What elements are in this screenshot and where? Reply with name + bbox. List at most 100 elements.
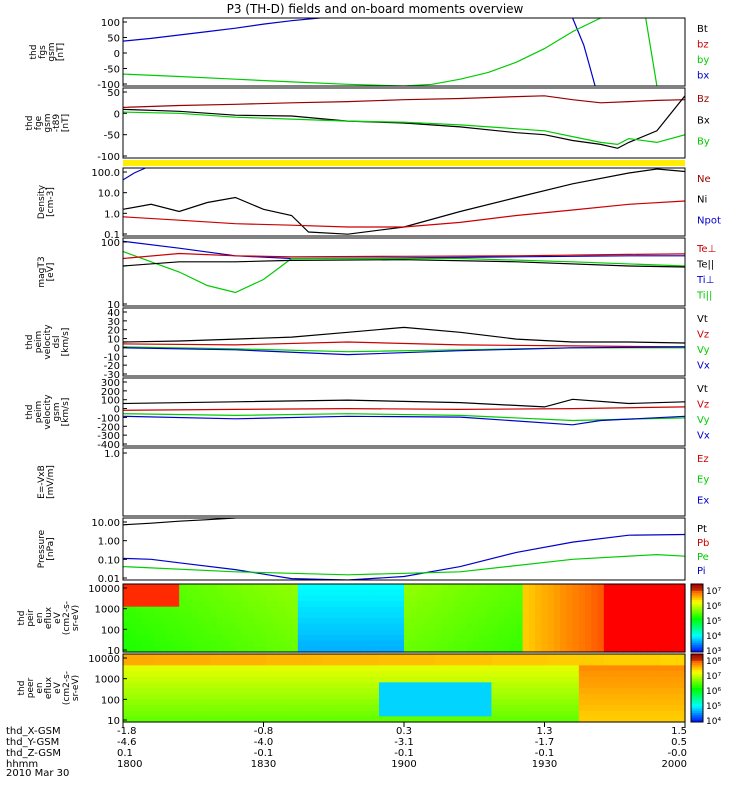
- spectrogram-cell: [560, 640, 567, 647]
- spectrogram-cell: [547, 618, 555, 625]
- spectrogram-cell: [204, 699, 212, 706]
- spectrogram-cell: [541, 716, 549, 723]
- spectrogram-cell: [522, 665, 530, 672]
- spectrogram-cell: [560, 688, 567, 695]
- spectrogram-cell: [379, 659, 386, 666]
- spectrogram-cell: [641, 595, 649, 602]
- spectrogram-cell: [591, 623, 599, 630]
- spectrogram-cell: [660, 595, 667, 602]
- spectrogram-cell: [503, 705, 511, 712]
- y-tick-label: 40: [107, 308, 120, 319]
- spectrogram-cell: [535, 595, 542, 602]
- spectrogram-cell: [553, 640, 561, 647]
- spectrogram-cell: [266, 716, 274, 723]
- y-tick-label: 1000: [95, 675, 120, 686]
- spectrogram-cell: [185, 682, 193, 689]
- spectrogram-cell: [616, 635, 624, 642]
- spectrogram-cell: [291, 606, 299, 613]
- spectrogram-cell: [410, 606, 418, 613]
- spectrogram-cell: [191, 665, 199, 672]
- spectrogram-cell: [254, 584, 261, 591]
- spectrogram-cell: [366, 584, 374, 591]
- spectrogram-cell: [447, 682, 455, 689]
- y-axis-label: sr-eV): [71, 675, 81, 701]
- spectrogram-cell: [422, 665, 430, 672]
- spectrogram-cell: [603, 601, 611, 608]
- spectrogram-cell: [385, 618, 393, 625]
- spectrogram-cell: [503, 665, 511, 672]
- spectrogram-cell: [172, 676, 180, 683]
- spectrogram-cell: [441, 676, 449, 683]
- spectrogram-cell: [123, 623, 130, 630]
- spectrogram-cell: [141, 595, 149, 602]
- spectrogram-cell: [553, 688, 561, 695]
- spectrogram-cell: [166, 710, 174, 717]
- spectrogram-cell: [478, 688, 486, 695]
- spectrogram-cell: [603, 584, 611, 591]
- spectrogram-cell: [379, 629, 386, 636]
- spectrogram-cell: [647, 665, 655, 672]
- spectrogram-cell: [585, 623, 592, 630]
- spectrogram-cell: [229, 635, 236, 642]
- spectrogram-cell: [135, 705, 143, 712]
- spectrogram-cell: [497, 688, 505, 695]
- spectrogram-cell: [147, 676, 155, 683]
- legend-label: Vz: [697, 400, 709, 411]
- spectrogram-cell: [366, 654, 374, 661]
- spectrogram-cell: [660, 646, 667, 653]
- spectrogram-cell: [210, 595, 218, 602]
- spectrogram-cell: [447, 606, 455, 613]
- spectrogram-cell: [235, 601, 243, 608]
- spectrogram-cell: [453, 671, 461, 678]
- spectrogram-cell: [160, 629, 168, 636]
- colorbar-cell: [691, 624, 703, 628]
- spectrogram-cell: [160, 595, 168, 602]
- spectrogram-cell: [585, 688, 592, 695]
- series-line: [123, 346, 685, 356]
- spectrogram-cell: [204, 688, 212, 695]
- spectrogram-cell: [235, 629, 243, 636]
- spectrogram-cell: [241, 659, 249, 666]
- spectrogram-cell: [385, 716, 393, 723]
- spectrogram-cell: [229, 601, 236, 608]
- spectrogram-cell: [229, 688, 236, 695]
- spectrogram-cell: [503, 654, 511, 661]
- spectrogram-cell: [635, 623, 642, 630]
- spectrogram-cell: [266, 688, 274, 695]
- spectrogram-cell: [354, 635, 361, 642]
- spectrogram-cell: [354, 595, 361, 602]
- spectrogram-cell: [566, 676, 574, 683]
- spectrogram-cell: [366, 659, 374, 666]
- y-axis-label: magT3: [37, 256, 47, 287]
- spectrogram-cell: [491, 710, 499, 717]
- spectrogram-cell: [460, 635, 468, 642]
- spectrogram-cell: [279, 629, 286, 636]
- spectrogram-cell: [597, 705, 605, 712]
- spectrogram-cell: [528, 665, 536, 672]
- spectrogram-cell: [491, 640, 499, 647]
- spectrogram-cell: [372, 618, 380, 625]
- spectrogram-cell: [603, 659, 611, 666]
- spectrogram-cell: [385, 693, 393, 700]
- spectrogram-cell: [154, 601, 162, 608]
- spectrogram-cell: [503, 640, 511, 647]
- spectrogram-cell: [241, 640, 249, 647]
- spectrogram-cell: [397, 618, 405, 625]
- spectrogram-cell: [422, 688, 430, 695]
- spectrogram-cell: [347, 646, 355, 653]
- spectrogram-cell: [422, 705, 430, 712]
- spectrogram-cell: [491, 601, 499, 608]
- spectrogram-cell: [222, 589, 230, 596]
- spectrogram-cell: [322, 618, 330, 625]
- spectrogram-cell: [616, 676, 624, 683]
- spectrogram-cell: [478, 710, 486, 717]
- spectrogram-cell: [197, 693, 205, 700]
- spectrogram-cell: [366, 623, 374, 630]
- spectrogram-cell: [603, 623, 611, 630]
- spectrogram-cell: [522, 601, 530, 608]
- spectrogram-cell: [510, 665, 517, 672]
- spectrogram-cell: [397, 654, 405, 661]
- spectrogram-cell: [572, 618, 580, 625]
- spectrogram-cell: [160, 682, 168, 689]
